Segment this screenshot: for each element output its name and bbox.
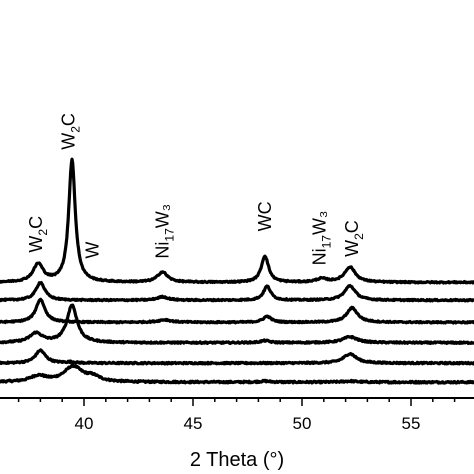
diffraction-traces xyxy=(0,157,474,385)
xrd-trace-2 xyxy=(0,348,474,366)
peak-label: W2C xyxy=(26,216,50,253)
xrd-trace-1 xyxy=(0,363,474,385)
peak-label: W xyxy=(83,242,103,259)
x-axis-title: 2 Theta (°) xyxy=(190,449,284,471)
peak-label: W2C xyxy=(342,220,366,257)
peak-label: W2C xyxy=(59,113,83,150)
x-tick-label: 40 xyxy=(75,414,94,433)
peak-label: WC xyxy=(255,201,275,231)
x-axis: 40 45 50 55 xyxy=(0,397,474,433)
xrd-trace-4 xyxy=(0,297,474,325)
x-tick-label: 55 xyxy=(402,414,421,433)
xrd-trace-3 xyxy=(0,303,474,345)
x-tick-label: 45 xyxy=(184,414,203,433)
x-tick-label: 50 xyxy=(293,414,312,433)
peak-label: Ni17W₃ xyxy=(309,211,333,266)
peak-label: Ni17W₃ xyxy=(153,204,177,259)
xrd-trace-6 xyxy=(0,157,474,285)
xrd-trace-5 xyxy=(0,281,474,303)
peak-labels: W2C W2C W Ni17W₃ WC Ni17W₃ W2C xyxy=(26,113,366,265)
